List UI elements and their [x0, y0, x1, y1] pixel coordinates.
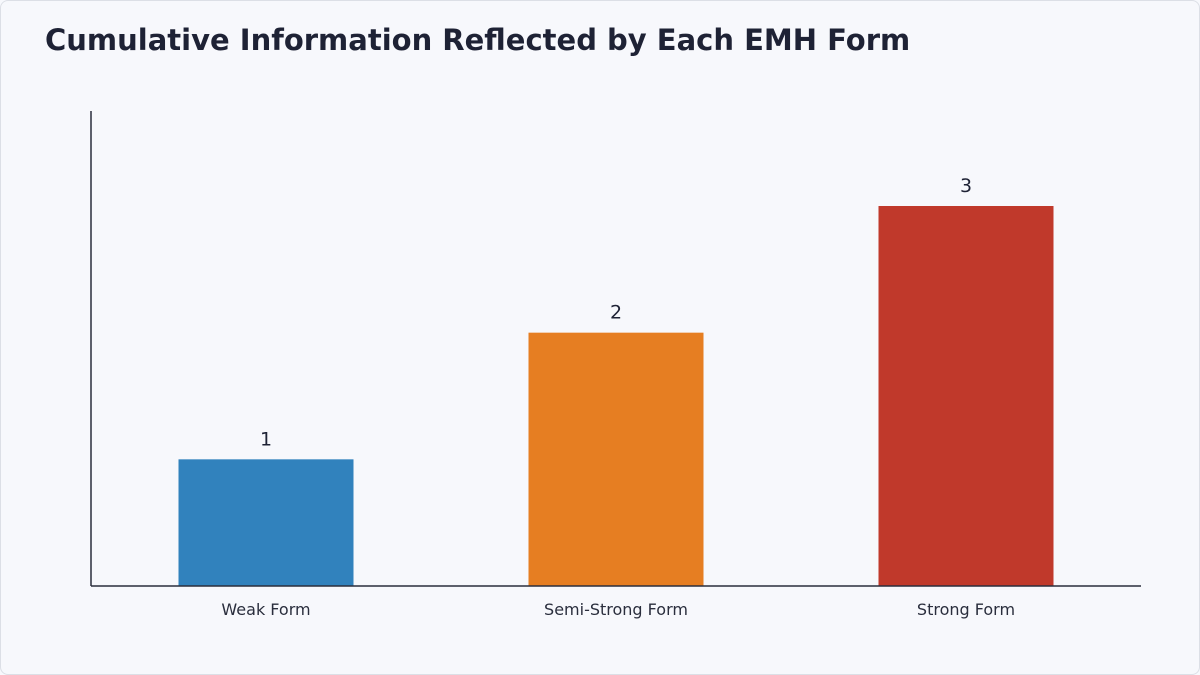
- bars-group: [178, 206, 1054, 586]
- bar-weak-form: [178, 459, 354, 586]
- x-tick-label: Strong Form: [917, 600, 1015, 619]
- chart-title: Cumulative Information Reflected by Each…: [45, 23, 911, 57]
- bar-semi-strong-form: [528, 332, 704, 586]
- x-tick-label: Weak Form: [221, 600, 310, 619]
- value-label: 3: [960, 175, 972, 197]
- value-labels-group: 1 2 3: [260, 175, 972, 450]
- value-label: 2: [610, 302, 622, 324]
- bar-strong-form: [878, 206, 1054, 586]
- value-label: 1: [260, 428, 272, 450]
- x-tick-labels-group: Weak Form Semi-Strong Form Strong Form: [221, 600, 1015, 619]
- x-tick-label: Semi-Strong Form: [544, 600, 688, 619]
